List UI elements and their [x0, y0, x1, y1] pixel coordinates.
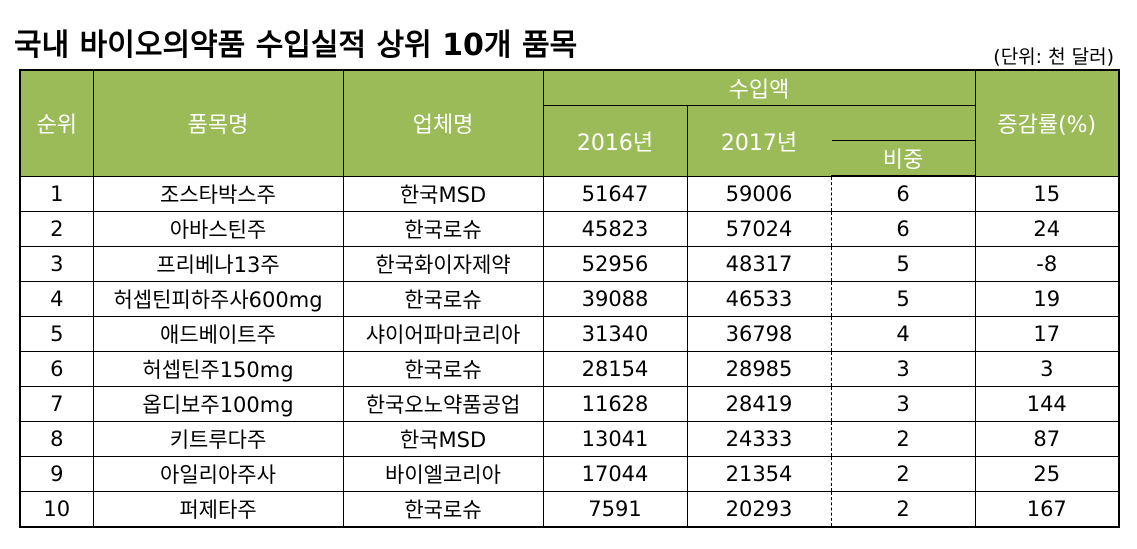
- cell-2017: 46533: [686, 281, 832, 317]
- cell-rank: 7: [19, 386, 94, 422]
- cell-company: 한국MSD: [342, 175, 544, 212]
- cell-company: 한국오노약품공업: [342, 386, 544, 422]
- cell-2016: 52956: [542, 246, 688, 282]
- cell-change: 87: [974, 421, 1120, 457]
- table-row: 7 옵디보주100mg 한국오노약품공업 11628 28419 3 144: [19, 386, 1120, 422]
- table-row: 10 퍼제타주 한국로슈 7591 20293 2 167: [19, 491, 1120, 528]
- cell-2016: 31340: [542, 316, 688, 352]
- header-share-spacer: [830, 105, 976, 141]
- table-row: 3 프리베나13주 한국화이자제약 52956 48317 5 -8: [19, 246, 1120, 282]
- cell-share: 2: [830, 456, 976, 492]
- cell-company: 바이엘코리아: [342, 456, 544, 492]
- cell-2017: 36798: [686, 316, 832, 352]
- cell-share: 4: [830, 316, 976, 352]
- cell-company: 한국로슈: [342, 491, 544, 528]
- cell-2017: 21354: [686, 456, 832, 492]
- cell-share: 2: [830, 491, 976, 528]
- cell-rank: 3: [19, 246, 94, 282]
- cell-rank: 1: [19, 175, 94, 212]
- cell-2016: 11628: [542, 386, 688, 422]
- cell-company: 한국로슈: [342, 351, 544, 387]
- cell-2017: 20293: [686, 491, 832, 528]
- unit-note: (단위: 천 달러): [993, 46, 1114, 68]
- cell-share: 5: [830, 246, 976, 282]
- cell-change: 19: [974, 281, 1120, 317]
- cell-change: 17: [974, 316, 1120, 352]
- cell-item: 프리베나13주: [92, 246, 344, 282]
- cell-change: 25: [974, 456, 1120, 492]
- cell-share: 3: [830, 351, 976, 387]
- cell-share: 6: [830, 211, 976, 247]
- page-title: 국내 바이오의약품 수입실적 상위 10개 품목: [14, 28, 578, 63]
- cell-share: 3: [830, 386, 976, 422]
- cell-2017: 48317: [686, 246, 832, 282]
- table-row: 5 애드베이트주 샤이어파마코리아 31340 36798 4 17: [19, 316, 1120, 352]
- cell-rank: 8: [19, 421, 94, 457]
- cell-2017: 28985: [686, 351, 832, 387]
- cell-change: -8: [974, 246, 1120, 282]
- cell-2017: 59006: [686, 175, 832, 212]
- cell-rank: 6: [19, 351, 94, 387]
- cell-2016: 17044: [542, 456, 688, 492]
- header-company: 업체명: [342, 69, 544, 177]
- table-row: 2 아바스틴주 한국로슈 45823 57024 6 24: [19, 211, 1120, 247]
- cell-rank: 10: [19, 491, 94, 528]
- cell-rank: 5: [19, 316, 94, 352]
- cell-item: 퍼제타주: [92, 491, 344, 528]
- table-body: 1 조스타박스주 한국MSD 51647 59006 6 15 2 아바스틴주 한국로슈 45823…: [19, 175, 1120, 528]
- table-row: 1 조스타박스주 한국MSD 51647 59006 6 15: [19, 175, 1120, 212]
- cell-rank: 2: [19, 211, 94, 247]
- cell-item: 아바스틴주: [92, 211, 344, 247]
- cell-change: 15: [974, 175, 1120, 212]
- header-share: 비중: [830, 140, 976, 177]
- header-2016: 2016년: [542, 105, 688, 177]
- cell-2016: 7591: [542, 491, 688, 528]
- cell-2016: 51647: [542, 175, 688, 212]
- cell-item: 애드베이트주: [92, 316, 344, 352]
- header-2017: 2017년: [686, 105, 832, 177]
- header-change: 증감률(%): [974, 69, 1120, 177]
- cell-company: 샤이어파마코리아: [342, 316, 544, 352]
- cell-item: 옵디보주100mg: [92, 386, 344, 422]
- header-rank: 순위: [19, 69, 94, 177]
- cell-item: 조스타박스주: [92, 175, 344, 212]
- cell-share: 5: [830, 281, 976, 317]
- cell-2017: 28419: [686, 386, 832, 422]
- cell-company: 한국MSD: [342, 421, 544, 457]
- cell-item: 아일리아주사: [92, 456, 344, 492]
- cell-share: 6: [830, 175, 976, 212]
- cell-company: 한국화이자제약: [342, 246, 544, 282]
- cell-change: 144: [974, 386, 1120, 422]
- cell-company: 한국로슈: [342, 281, 544, 317]
- cell-item: 허셉틴피하주사600mg: [92, 281, 344, 317]
- import-table: 순위 품목명 업체명 수입액 증감률(%) 2016년 2017년 비중 1 조스…: [19, 69, 1120, 528]
- cell-item: 키트루다주: [92, 421, 344, 457]
- table-row: 6 허셉틴주150mg 한국로슈 28154 28985 3 3: [19, 351, 1120, 387]
- cell-change: 167: [974, 491, 1120, 528]
- cell-share: 2: [830, 421, 976, 457]
- cell-2016: 28154: [542, 351, 688, 387]
- cell-2017: 57024: [686, 211, 832, 247]
- table-row: 9 아일리아주사 바이엘코리아 17044 21354 2 25: [19, 456, 1120, 492]
- cell-2016: 13041: [542, 421, 688, 457]
- cell-change: 3: [974, 351, 1120, 387]
- table-row: 8 키트루다주 한국MSD 13041 24333 2 87: [19, 421, 1120, 457]
- table-row: 4 허셉틴피하주사600mg 한국로슈 39088 46533 5 19: [19, 281, 1120, 317]
- cell-change: 24: [974, 211, 1120, 247]
- cell-2017: 24333: [686, 421, 832, 457]
- cell-2016: 39088: [542, 281, 688, 317]
- header-import-amount: 수입액: [542, 69, 976, 106]
- cell-item: 허셉틴주150mg: [92, 351, 344, 387]
- cell-2016: 45823: [542, 211, 688, 247]
- header-item: 품목명: [92, 69, 344, 177]
- cell-rank: 4: [19, 281, 94, 317]
- cell-rank: 9: [19, 456, 94, 492]
- cell-company: 한국로슈: [342, 211, 544, 247]
